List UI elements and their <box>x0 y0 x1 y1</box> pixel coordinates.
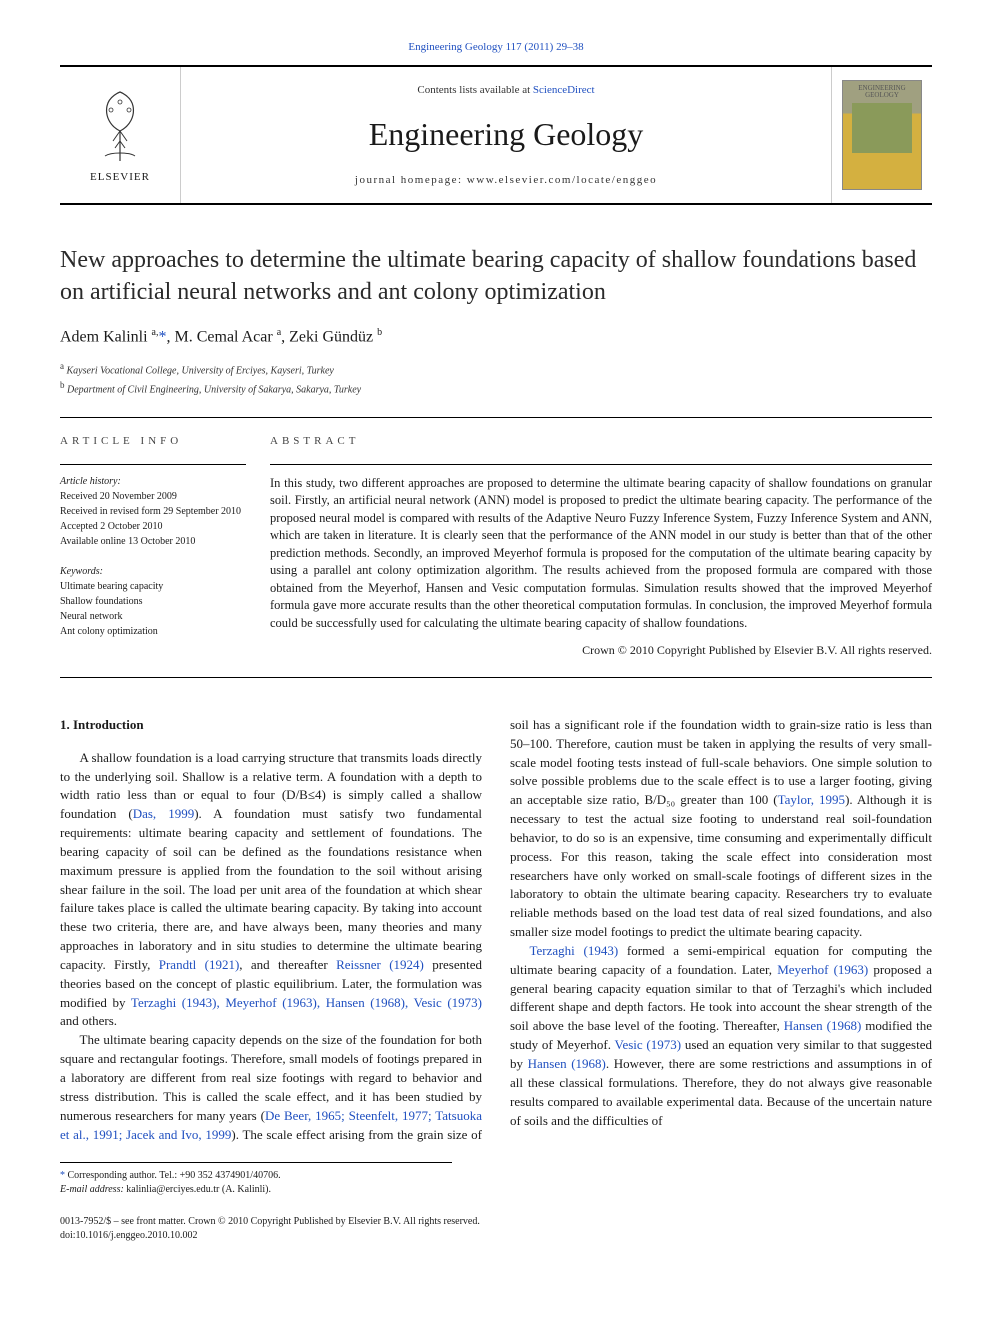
body-paragraph: A shallow foundation is a load carrying … <box>60 749 482 1032</box>
author-list: Adem Kalinli a,*, M. Cemal Acar a, Zeki … <box>60 326 932 349</box>
abstract-text: In this study, two different approaches … <box>270 475 932 633</box>
journal-cover-thumbnail: ENGINEERING GEOLOGY <box>842 80 922 190</box>
citation-link[interactable]: Das, 1999 <box>133 806 195 821</box>
article-meta-row: ARTICLE INFO Article history: Received 2… <box>60 417 932 659</box>
journal-cover-block: ENGINEERING GEOLOGY <box>832 67 932 203</box>
corr-text: Corresponding author. Tel.: +90 352 4374… <box>65 1170 281 1181</box>
citation-link[interactable]: Vesic (1973) <box>615 1037 682 1052</box>
affil-text: Department of Civil Engineering, Univers… <box>67 384 361 395</box>
citation-link[interactable]: Reissner (1924) <box>336 957 424 972</box>
citation-link[interactable]: Hansen (1968) <box>528 1056 606 1071</box>
journal-homepage-line: journal homepage: www.elsevier.com/locat… <box>181 173 831 188</box>
contents-lists-line: Contents lists available at ScienceDirec… <box>181 83 831 98</box>
article-title: New approaches to determine the ultimate… <box>60 245 932 307</box>
abstract-block: ABSTRACT In this study, two different ap… <box>270 434 932 659</box>
keyword: Neural network <box>60 610 246 624</box>
keywords-label: Keywords: <box>60 565 246 579</box>
citation-link[interactable]: Prandtl (1921) <box>159 957 240 972</box>
email-label: E-mail address: <box>60 1184 124 1195</box>
affiliations: a Kayseri Vocational College, University… <box>60 360 932 397</box>
corr-email-name: (A. Kalinli). <box>222 1184 271 1195</box>
history-item: Received in revised form 29 September 20… <box>60 505 246 519</box>
publisher-logo-block: ELSEVIER <box>60 67 180 203</box>
journal-cover-title: ENGINEERING GEOLOGY <box>843 85 921 99</box>
sciencedirect-link[interactable]: ScienceDirect <box>533 84 595 96</box>
citation-link[interactable]: Hansen (1968) <box>784 1018 862 1033</box>
page-footer: 0013-7952/$ – see front matter. Crown © … <box>60 1215 932 1243</box>
section-heading-introduction: 1. Introduction <box>60 716 482 735</box>
corr-email[interactable]: kalinlia@erciyes.edu.tr <box>124 1184 222 1195</box>
citation-link[interactable]: Terzaghi (1943) <box>530 943 619 958</box>
keyword: Ant colony optimization <box>60 625 246 639</box>
body-paragraph: Terzaghi (1943) formed a semi-empirical … <box>510 942 932 1130</box>
citation-link[interactable]: Meyerhof (1963) <box>777 962 868 977</box>
affil-text: Kayseri Vocational College, University o… <box>67 366 334 377</box>
affiliation-a: a Kayseri Vocational College, University… <box>60 360 932 378</box>
abstract-copyright: Crown © 2010 Copyright Published by Else… <box>270 642 932 659</box>
journal-issue-link[interactable]: Engineering Geology 117 (2011) 29–38 <box>60 40 932 55</box>
keyword: Shallow foundations <box>60 595 246 609</box>
journal-masthead: ELSEVIER Contents lists available at Sci… <box>60 65 932 205</box>
article-body: 1. Introduction A shallow foundation is … <box>60 716 932 1145</box>
elsevier-label: ELSEVIER <box>90 170 150 185</box>
history-item: Available online 13 October 2010 <box>60 535 246 549</box>
body-text: ). A foundation must satisfy two fundame… <box>60 806 482 972</box>
body-text: , and thereafter <box>239 957 336 972</box>
affil-sup: b <box>60 380 65 390</box>
affil-sup: a <box>60 361 64 371</box>
footer-doi-line: doi:10.1016/j.enggeo.2010.10.002 <box>60 1229 932 1243</box>
journal-cover-image-icon <box>852 103 912 153</box>
history-item: Accepted 2 October 2010 <box>60 520 246 534</box>
masthead-center: Contents lists available at ScienceDirec… <box>180 67 832 203</box>
footer-issn-line: 0013-7952/$ – see front matter. Crown © … <box>60 1215 932 1229</box>
body-text: and others. <box>60 1013 117 1028</box>
article-info-block: ARTICLE INFO Article history: Received 2… <box>60 434 270 659</box>
contents-prefix: Contents lists available at <box>417 84 532 96</box>
elsevier-tree-icon <box>75 86 165 166</box>
history-label: Article history: <box>60 475 246 489</box>
affiliation-b: b Department of Civil Engineering, Unive… <box>60 379 932 397</box>
citation-link[interactable]: Terzaghi (1943), Meyerhof (1963), Hansen… <box>131 995 482 1010</box>
citation-link[interactable]: Taylor, 1995 <box>778 792 846 807</box>
section-divider <box>60 677 932 678</box>
abstract-label: ABSTRACT <box>270 434 932 449</box>
body-text: ). Although it is necessary to test the … <box>510 792 932 939</box>
corresponding-author-block: * Corresponding author. Tel.: +90 352 43… <box>60 1162 452 1197</box>
keyword: Ultimate bearing capacity <box>60 580 246 594</box>
article-info-label: ARTICLE INFO <box>60 434 246 449</box>
history-item: Received 20 November 2009 <box>60 490 246 504</box>
journal-name: Engineering Geology <box>181 112 831 157</box>
